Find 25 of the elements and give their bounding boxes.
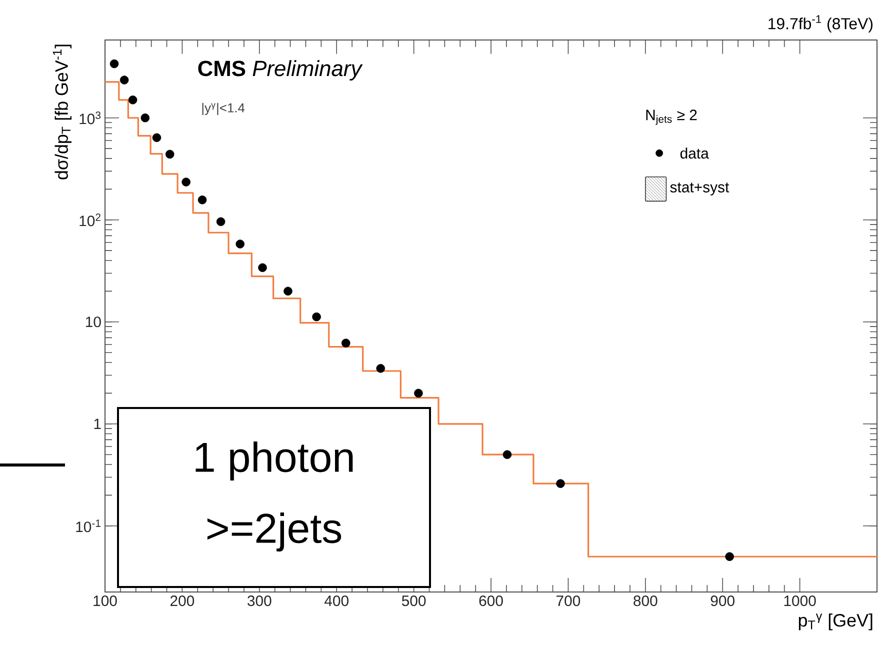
annotation: >=2jets (207, 512, 342, 552)
y-tick-label: 10$^{2}$ (80, 214, 100, 226)
text: 19.7fb$^{-1}$ (8TeV) (768, 15, 872, 32)
y-tick-label: 1 (94, 418, 101, 430)
x-tick-label: 700 (556, 596, 580, 606)
annotation: CMS Preliminary (198, 60, 363, 81)
y-tick-label: 10 (86, 316, 101, 328)
y-tick-label: 10$^{-1}$ (76, 520, 100, 532)
x-tick-label: 900 (710, 596, 734, 606)
y-axis-title: dσ/dp$_{T}$ [fb GeV$^{-1}$] (52, 44, 72, 180)
x-tick-label: 1000 (784, 596, 816, 606)
legend-title: N$_{jets}$ ≥ 2 (646, 110, 697, 125)
y-tick-label: 10$^{3}$ (80, 112, 101, 124)
x-axis-title: p$_{T}$$^{γ}$ [GeV] (798, 614, 872, 630)
x-tick-label: 400 (324, 596, 348, 606)
x-tick-label: 600 (479, 596, 503, 606)
x-tick-label: 300 (248, 596, 272, 606)
x-tick-label: 800 (634, 596, 658, 606)
annotation: 1 photon (196, 441, 353, 480)
x-tick-label: 100 (94, 596, 117, 606)
x-tick-label: 200 (170, 596, 194, 606)
legend-label: data (680, 148, 709, 159)
annotation: stat+syst (670, 182, 730, 196)
x-tick-label: 500 (402, 596, 426, 606)
annotation: |y$^{γ}$|<1.4 (202, 102, 245, 116)
